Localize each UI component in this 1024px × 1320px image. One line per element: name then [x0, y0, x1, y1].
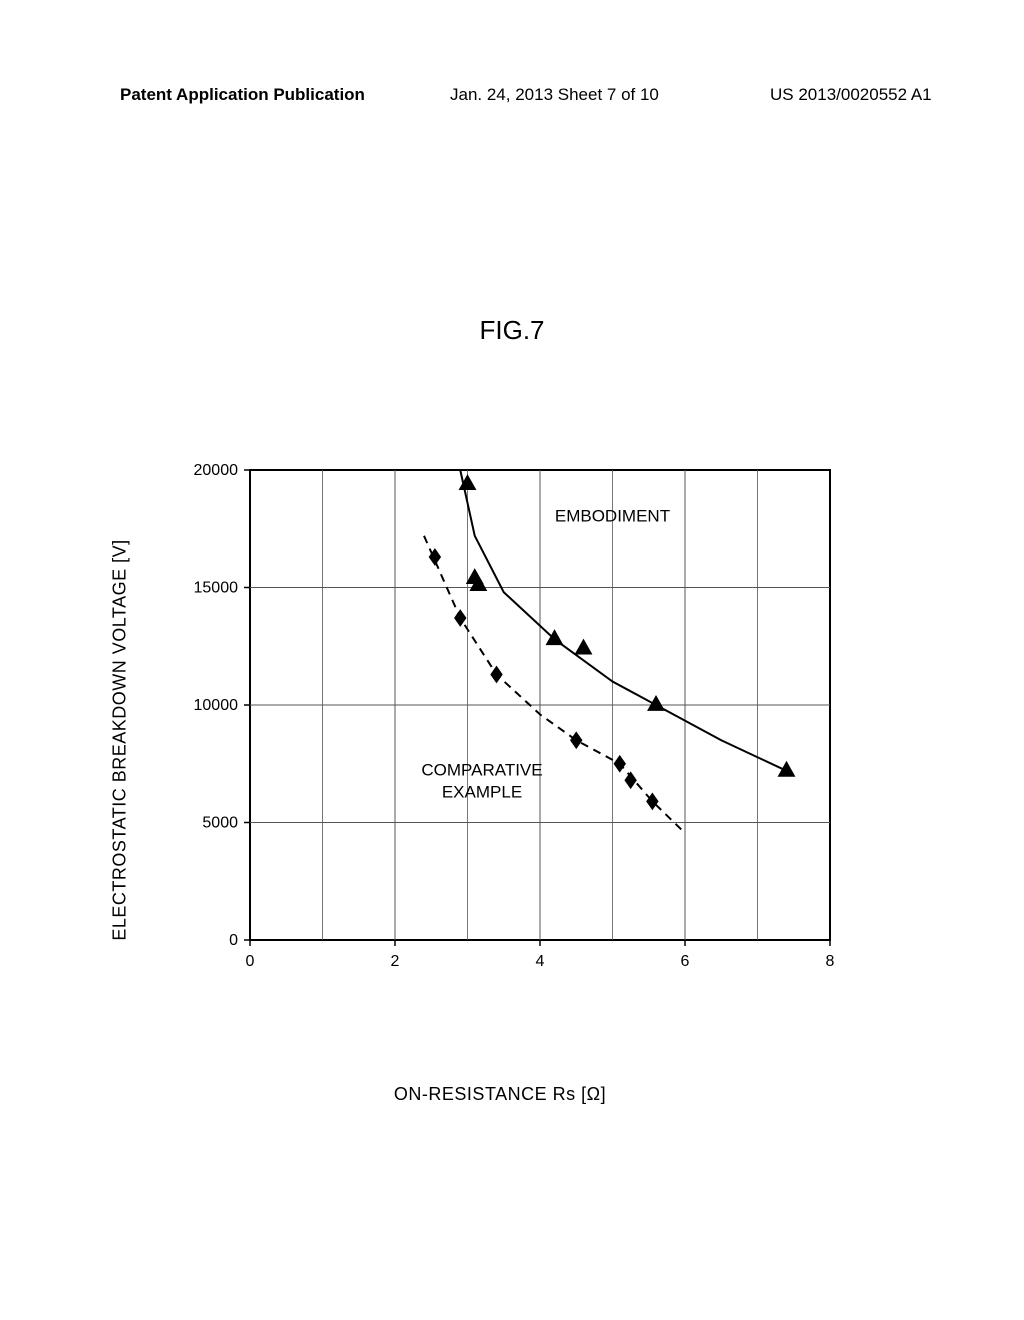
header-patent-number: US 2013/0020552 A1: [770, 85, 932, 105]
svg-text:20000: 20000: [194, 462, 239, 479]
x-axis-label: ON-RESISTANCE Rs [Ω]: [394, 1084, 606, 1105]
svg-text:COMPARATIVE: COMPARATIVE: [421, 761, 542, 780]
svg-text:0: 0: [229, 932, 238, 949]
svg-text:0: 0: [246, 953, 255, 970]
y-axis-label: ELECTROSTATIC BREAKDOWN VOLTAGE [V]: [110, 539, 131, 940]
svg-text:15000: 15000: [194, 580, 239, 597]
svg-text:EXAMPLE: EXAMPLE: [442, 783, 522, 802]
svg-text:8: 8: [826, 953, 835, 970]
header-publication: Patent Application Publication: [120, 85, 365, 105]
svg-text:6: 6: [681, 953, 690, 970]
header-date-sheet: Jan. 24, 2013 Sheet 7 of 10: [450, 85, 659, 105]
chart: ELECTROSTATIC BREAKDOWN VOLTAGE [V] 0500…: [150, 460, 850, 1020]
svg-text:10000: 10000: [194, 697, 239, 714]
svg-text:EMBODIMENT: EMBODIMENT: [555, 507, 670, 526]
chart-svg: 0 5000 10000 15000 20000 0 2 4 6 8 EMBODIMENT COMPA…: [150, 460, 850, 1020]
svg-text:2: 2: [391, 953, 400, 970]
svg-text:4: 4: [536, 953, 545, 970]
figure-label: FIG.7: [0, 315, 1024, 346]
svg-text:5000: 5000: [202, 815, 238, 832]
